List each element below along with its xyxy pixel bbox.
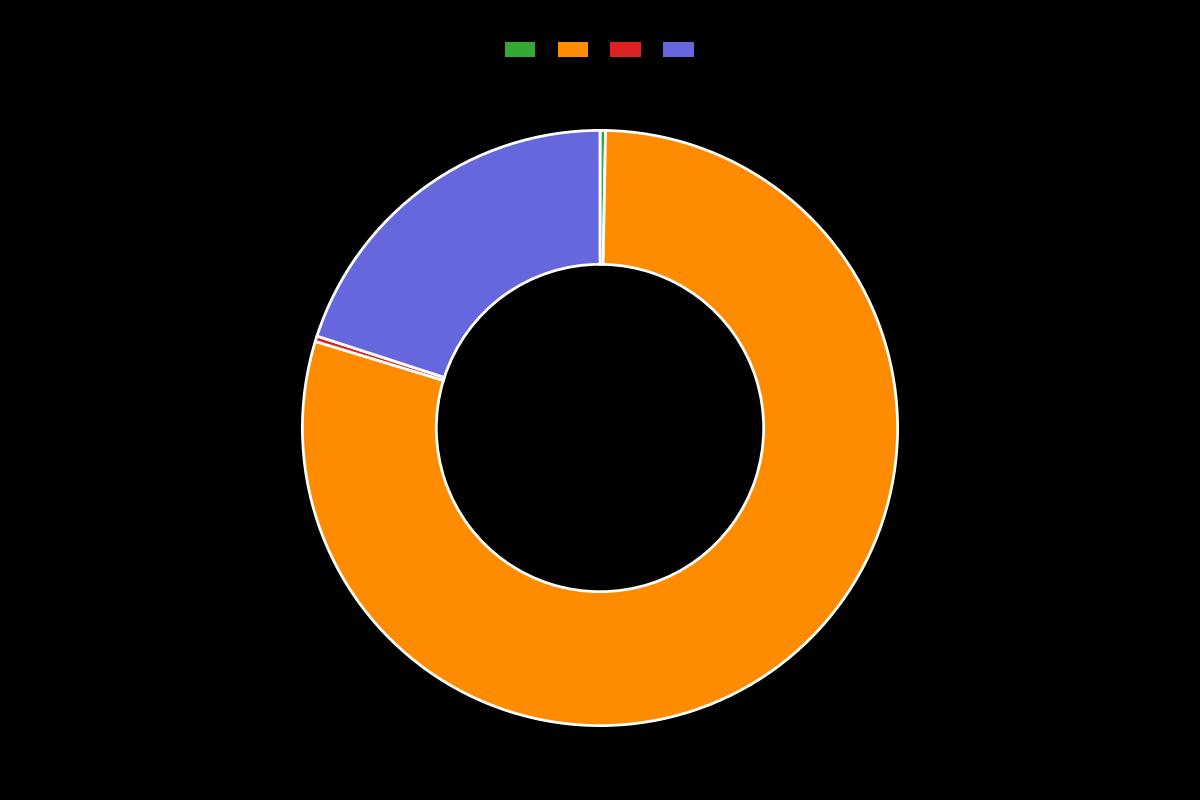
Wedge shape xyxy=(316,336,444,380)
Legend: , , , : , , , xyxy=(499,37,701,63)
Wedge shape xyxy=(600,130,606,264)
Wedge shape xyxy=(302,130,898,726)
Wedge shape xyxy=(317,130,600,378)
